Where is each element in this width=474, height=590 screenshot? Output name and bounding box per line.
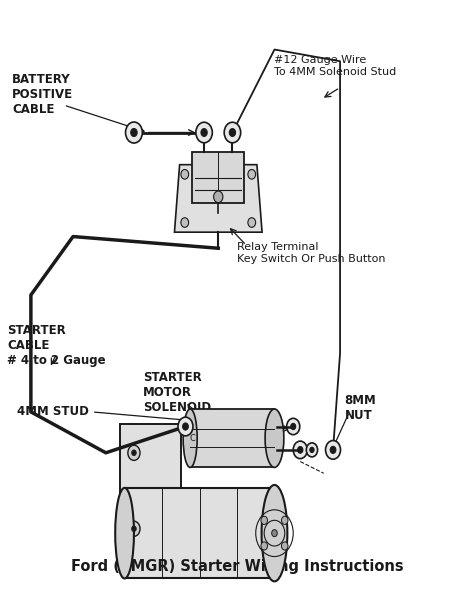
Circle shape xyxy=(261,542,267,550)
Circle shape xyxy=(248,218,255,227)
Circle shape xyxy=(128,521,140,536)
Circle shape xyxy=(291,424,296,430)
Circle shape xyxy=(326,441,340,459)
Text: 8MM
NUT: 8MM NUT xyxy=(345,394,376,422)
Circle shape xyxy=(132,526,137,532)
Text: STARTER
MOTOR
SOLENOID: STARTER MOTOR SOLENOID xyxy=(143,371,211,414)
Circle shape xyxy=(330,446,336,454)
Text: Ford (PMGR) Starter Wiring Instructions: Ford (PMGR) Starter Wiring Instructions xyxy=(71,559,403,574)
Text: BATTERY
POSITIVE
CABLE: BATTERY POSITIVE CABLE xyxy=(12,73,73,116)
Circle shape xyxy=(287,418,300,435)
Circle shape xyxy=(126,122,142,143)
Circle shape xyxy=(181,218,189,227)
Bar xyxy=(125,488,274,578)
Circle shape xyxy=(306,443,318,457)
Circle shape xyxy=(261,516,267,525)
Polygon shape xyxy=(120,424,260,552)
Circle shape xyxy=(310,447,314,453)
Circle shape xyxy=(272,530,277,537)
Bar xyxy=(190,409,274,467)
Ellipse shape xyxy=(115,488,134,578)
Text: STARTER
CABLE
# 4 to 2 Gauge: STARTER CABLE # 4 to 2 Gauge xyxy=(8,324,106,367)
Text: Relay Terminal
Key Switch Or Push Button: Relay Terminal Key Switch Or Push Button xyxy=(237,242,385,264)
Text: 4MM STUD: 4MM STUD xyxy=(17,405,89,418)
Circle shape xyxy=(181,169,189,179)
Ellipse shape xyxy=(265,409,284,467)
Circle shape xyxy=(282,542,288,550)
Ellipse shape xyxy=(183,409,197,467)
Circle shape xyxy=(131,129,137,136)
Circle shape xyxy=(201,129,207,136)
Circle shape xyxy=(182,423,188,430)
Polygon shape xyxy=(174,165,262,232)
Circle shape xyxy=(298,447,303,453)
Circle shape xyxy=(128,445,140,460)
Circle shape xyxy=(229,129,236,136)
Circle shape xyxy=(132,450,137,455)
Circle shape xyxy=(224,122,241,143)
Text: #12 Gauge Wire
To 4MM Solenoid Stud: #12 Gauge Wire To 4MM Solenoid Stud xyxy=(274,55,397,77)
Circle shape xyxy=(214,191,223,202)
Circle shape xyxy=(293,441,307,458)
FancyBboxPatch shape xyxy=(192,152,244,203)
Circle shape xyxy=(196,122,212,143)
Circle shape xyxy=(248,169,255,179)
Ellipse shape xyxy=(262,485,287,581)
Circle shape xyxy=(282,516,288,525)
Circle shape xyxy=(178,417,193,436)
Text: C: C xyxy=(190,434,195,442)
